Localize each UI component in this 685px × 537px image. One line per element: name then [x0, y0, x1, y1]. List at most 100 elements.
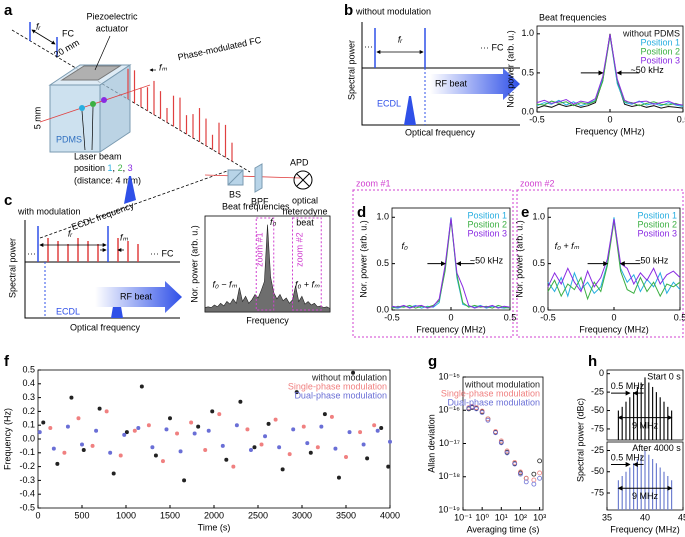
y-tick-label: 0.5 [376, 258, 389, 268]
y-tick-label: 0.0 [532, 304, 545, 314]
fc-label: FC [62, 28, 74, 38]
point [485, 417, 491, 423]
point [62, 450, 67, 455]
fr-label: fᵣ [398, 34, 403, 44]
leader [81, 110, 86, 151]
y-tick-label: 1.0 [376, 212, 389, 222]
apd-mark [296, 173, 310, 187]
pdms-label: PDMS [56, 134, 82, 144]
x-tick-label: 500 [74, 510, 89, 520]
point [104, 409, 109, 414]
y-tick-label: 10⁻¹⁷ [439, 438, 460, 448]
legend-entry: Position 1 [640, 37, 680, 47]
text: 1 [108, 163, 113, 173]
annotation: f₀ + fₘ [295, 279, 320, 289]
y-tick-label: 10⁻¹⁹ [438, 504, 460, 514]
point [347, 430, 352, 435]
x-tick-label: 45 [678, 512, 685, 522]
ecdl-label: ECDL [377, 98, 401, 108]
y-tick-label: 0 [599, 368, 604, 378]
panel-label: a [4, 2, 13, 19]
x-tick-label: 10³ [533, 512, 546, 522]
x-tick-label: 35 [602, 512, 612, 522]
legend-entry: Single-phase modulation [441, 388, 540, 398]
point [319, 424, 324, 429]
text: , [123, 163, 128, 173]
x-tick-label: 1000 [116, 510, 136, 520]
point [196, 424, 201, 429]
legend-entry: without modulation [464, 379, 540, 389]
point [139, 384, 144, 389]
y-tick-label: 10⁻¹⁵ [439, 371, 461, 381]
legend-entry: Position 1 [467, 210, 507, 220]
legend-entry: Single-phase modulation [288, 381, 387, 391]
x-axis-label: Frequency (MHz) [575, 126, 645, 136]
point [473, 406, 479, 412]
panel-label: d [357, 204, 366, 221]
x-tick-label: -0.5 [384, 312, 400, 322]
point [322, 412, 327, 417]
point [531, 471, 537, 477]
point [531, 477, 537, 483]
x-tick-label: 10² [514, 512, 527, 522]
annotation: 9 MHz [632, 491, 659, 501]
annotation: 9 MHz [632, 420, 659, 430]
y-axis-label: Nor. power (arb. u.) [505, 30, 515, 108]
chart-title: zoom #2 [520, 178, 555, 188]
laser-label: Laser beam [74, 151, 122, 161]
point [379, 425, 384, 430]
fr-label: fᵣ [68, 228, 73, 238]
rf-arrow [95, 281, 182, 313]
point [537, 475, 543, 481]
annotation: ~50 kHz [635, 255, 669, 265]
point [512, 461, 518, 467]
beam-spot [90, 101, 96, 107]
point [48, 425, 53, 430]
bs-label: BS [229, 189, 241, 199]
point [277, 445, 282, 450]
leader [94, 35, 111, 71]
x-axis-label: Frequency (MHz) [416, 324, 486, 334]
point [210, 409, 215, 414]
panel-label: b [344, 2, 353, 19]
point [479, 410, 485, 415]
area [204, 224, 331, 313]
point [504, 450, 510, 456]
x-tick-label: 2000 [204, 510, 224, 520]
point [537, 470, 543, 476]
apd-label: APD [290, 157, 309, 167]
bs-diagonal [227, 169, 244, 186]
point [479, 408, 485, 414]
text: position [74, 163, 108, 173]
chart-title: Beat frequencies [539, 12, 607, 22]
y-axis-label: Nor. power (arb. u.) [189, 225, 199, 303]
point [333, 446, 338, 451]
x-axis-label: Frequency (MHz) [579, 324, 649, 334]
y-tick-label: 0.5 [521, 67, 534, 77]
rf-label: RF beat [120, 291, 153, 301]
y-tick-label: -50 [591, 466, 604, 476]
legend-entry: Dual-phase modulation [447, 397, 540, 407]
position-label: position 1, 2, 3 [74, 163, 133, 173]
annotation: f₀ + fₘ [555, 241, 580, 251]
fr-label: fᵣ [36, 21, 41, 31]
ecdl-label: ECDL [56, 306, 80, 316]
point [37, 430, 42, 435]
point [160, 459, 165, 464]
actuator-label: Piezoelectric [86, 11, 138, 21]
point [263, 434, 268, 439]
x-tick-label: 0.5 [674, 312, 685, 322]
x-tick-label: 2500 [248, 510, 268, 520]
legend-entry: Position 2 [640, 46, 680, 56]
point [122, 432, 127, 437]
legend-entry: Position 3 [637, 228, 677, 238]
point [498, 438, 504, 444]
y-axis-label: Allan deviation [426, 414, 436, 473]
x-tick-label: 0.5 [677, 114, 685, 124]
point [329, 414, 334, 419]
point [512, 460, 518, 465]
chart-title: Beat frequencies [222, 201, 290, 211]
x-axis-label: Time (s) [198, 522, 231, 532]
y-tick-label: 0.4 [22, 378, 35, 388]
beat-label: heterodyne [282, 206, 327, 216]
